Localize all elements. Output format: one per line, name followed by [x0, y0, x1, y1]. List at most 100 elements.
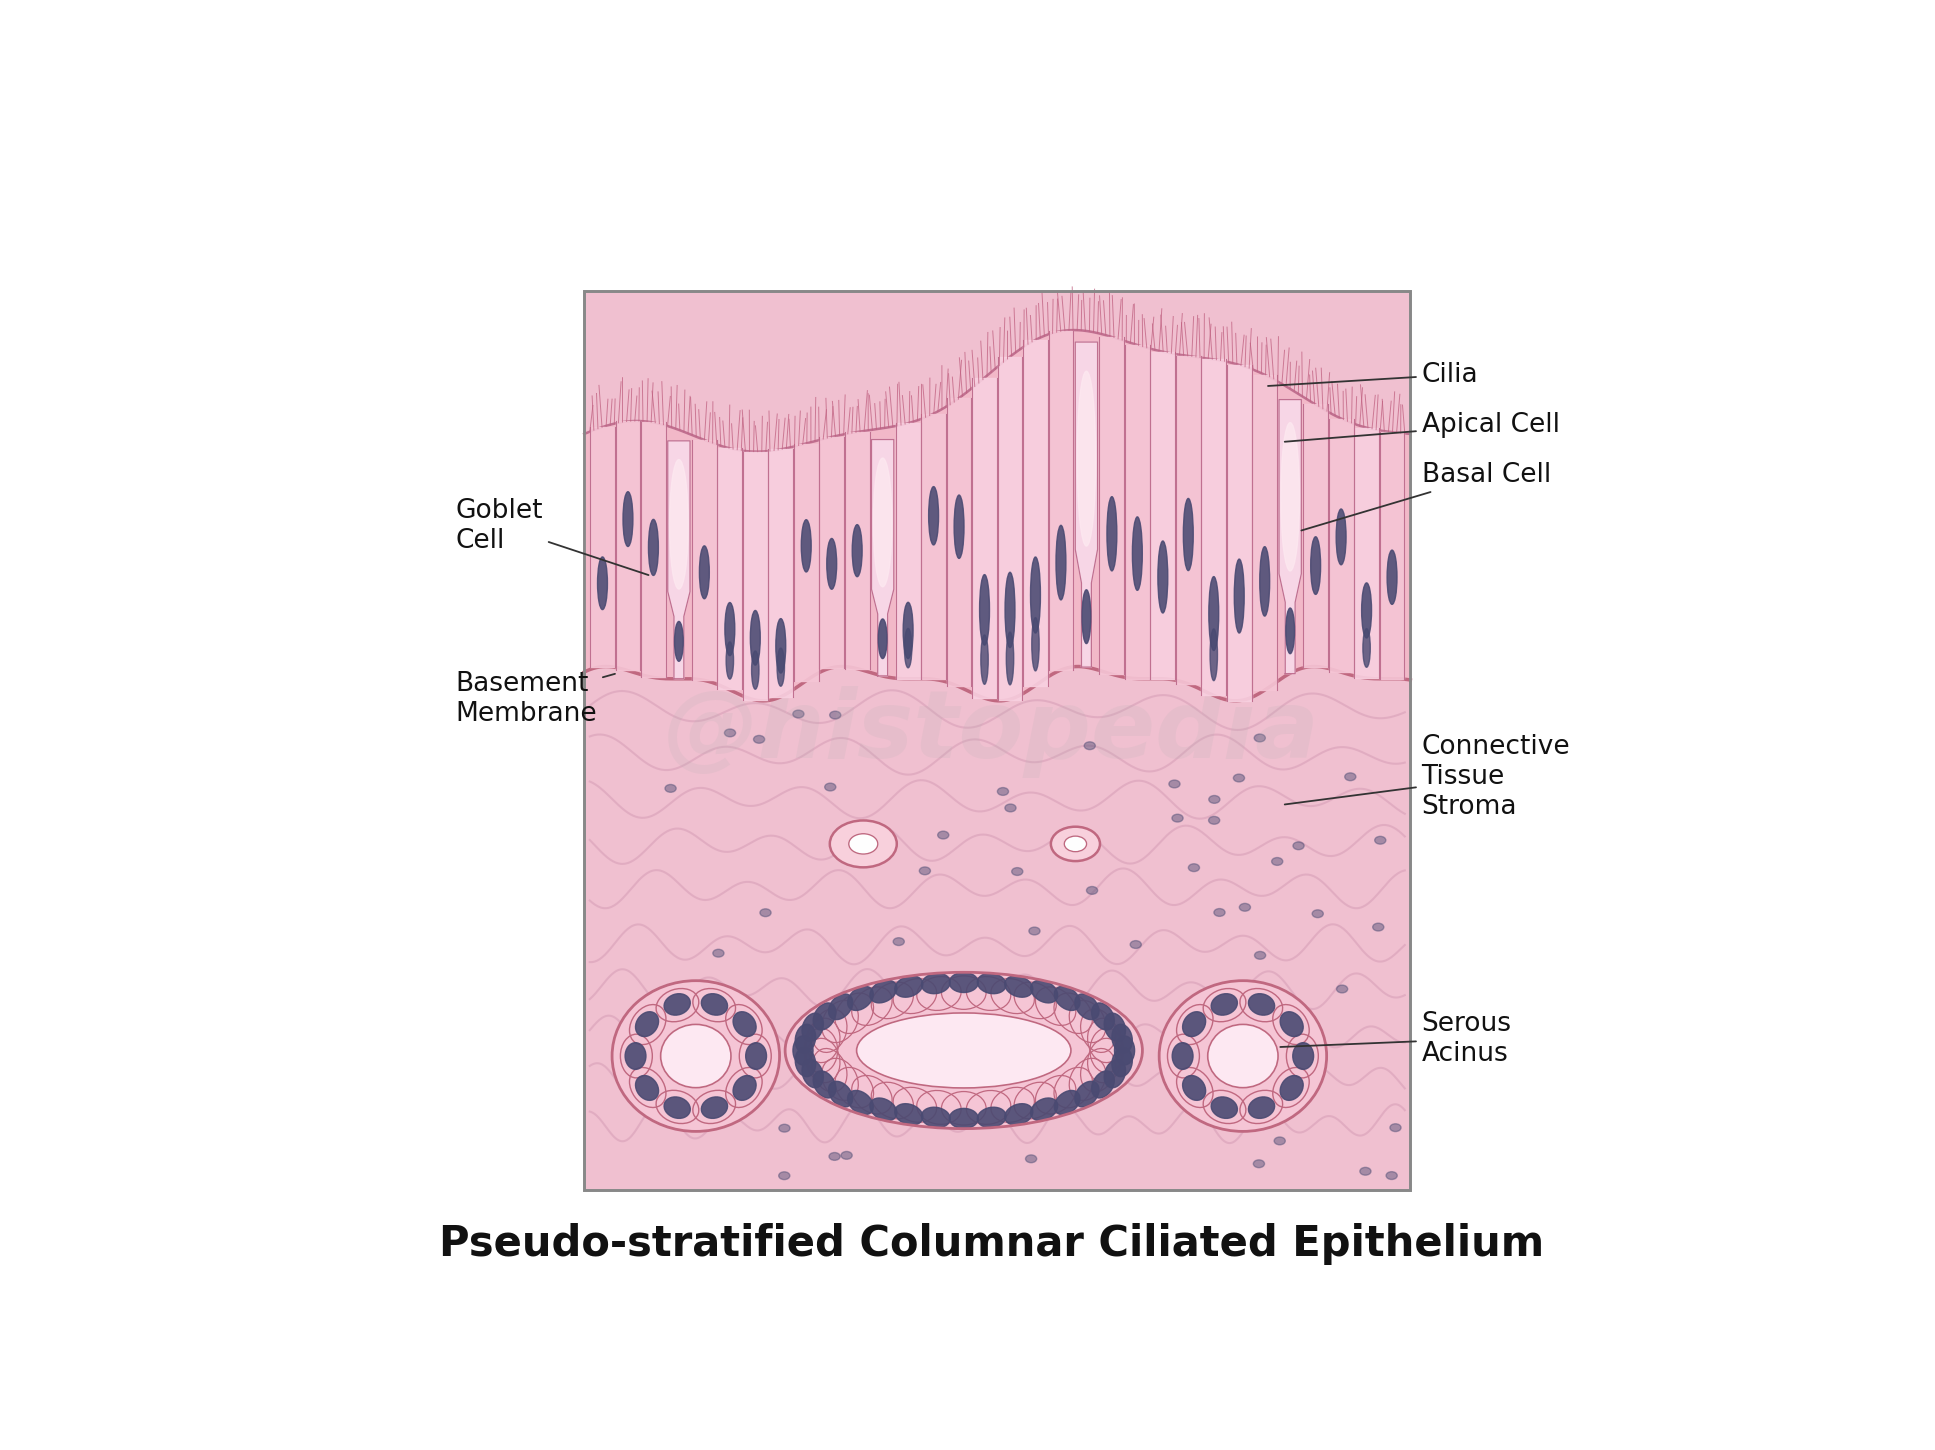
Ellipse shape [1281, 1012, 1302, 1037]
Ellipse shape [778, 648, 784, 686]
Ellipse shape [1031, 980, 1058, 1003]
Polygon shape [946, 399, 971, 686]
Ellipse shape [1064, 837, 1087, 851]
Ellipse shape [1260, 547, 1269, 616]
FancyBboxPatch shape [584, 291, 1411, 1190]
Polygon shape [846, 432, 869, 668]
Ellipse shape [625, 1043, 646, 1070]
Ellipse shape [1089, 1028, 1124, 1073]
Ellipse shape [1055, 1067, 1093, 1108]
Polygon shape [1227, 365, 1252, 700]
Ellipse shape [836, 1067, 873, 1108]
Ellipse shape [1130, 941, 1142, 948]
Ellipse shape [635, 1076, 658, 1101]
Ellipse shape [648, 519, 658, 576]
Polygon shape [896, 423, 921, 679]
Ellipse shape [693, 1090, 735, 1124]
Polygon shape [590, 428, 615, 667]
Ellipse shape [997, 787, 1008, 796]
Ellipse shape [966, 976, 1010, 1011]
Ellipse shape [1055, 1090, 1080, 1115]
Polygon shape [615, 422, 640, 670]
Ellipse shape [942, 1092, 987, 1125]
Ellipse shape [611, 980, 780, 1131]
Bar [584, 291, 1411, 1190]
Polygon shape [871, 439, 894, 676]
Polygon shape [1049, 331, 1074, 670]
Polygon shape [1151, 351, 1175, 679]
Ellipse shape [700, 993, 728, 1015]
Ellipse shape [813, 1048, 848, 1092]
Text: @histopedia: @histopedia [664, 686, 1320, 779]
Ellipse shape [1254, 734, 1265, 742]
Ellipse shape [1211, 993, 1236, 1015]
Ellipse shape [712, 950, 724, 957]
Polygon shape [1076, 342, 1097, 667]
Ellipse shape [851, 525, 863, 577]
Ellipse shape [1074, 1082, 1099, 1106]
Ellipse shape [828, 1153, 840, 1160]
Ellipse shape [726, 1067, 762, 1108]
Ellipse shape [977, 973, 1006, 993]
Ellipse shape [1281, 1076, 1302, 1101]
Ellipse shape [801, 519, 811, 571]
Ellipse shape [1105, 1060, 1126, 1088]
Ellipse shape [699, 545, 710, 599]
Ellipse shape [813, 1072, 836, 1098]
Ellipse shape [1293, 1043, 1314, 1070]
Ellipse shape [977, 1108, 1006, 1128]
Ellipse shape [1004, 805, 1016, 812]
Ellipse shape [813, 1009, 848, 1053]
Ellipse shape [675, 622, 683, 661]
Ellipse shape [664, 993, 691, 1015]
Ellipse shape [1337, 509, 1347, 566]
Ellipse shape [786, 973, 1142, 1128]
Ellipse shape [1012, 867, 1024, 876]
Ellipse shape [848, 1090, 873, 1115]
Ellipse shape [966, 1090, 1010, 1124]
Ellipse shape [793, 710, 805, 718]
Ellipse shape [873, 458, 892, 587]
Ellipse shape [778, 1172, 789, 1180]
Ellipse shape [1293, 842, 1304, 850]
Polygon shape [1024, 341, 1049, 686]
Ellipse shape [1235, 560, 1244, 634]
Polygon shape [584, 331, 1411, 700]
Ellipse shape [950, 973, 979, 992]
Ellipse shape [1254, 951, 1265, 960]
Ellipse shape [830, 821, 896, 867]
Ellipse shape [848, 986, 873, 1011]
Ellipse shape [991, 979, 1035, 1014]
Ellipse shape [1287, 608, 1295, 654]
Ellipse shape [1031, 1098, 1058, 1121]
Ellipse shape [894, 979, 937, 1014]
Ellipse shape [1360, 1167, 1372, 1174]
Ellipse shape [656, 1090, 699, 1124]
Ellipse shape [1004, 1103, 1033, 1125]
Ellipse shape [1004, 573, 1016, 648]
Ellipse shape [919, 867, 931, 874]
Ellipse shape [1273, 1005, 1310, 1044]
Polygon shape [819, 436, 844, 668]
Ellipse shape [1248, 993, 1275, 1015]
Ellipse shape [836, 993, 873, 1034]
Ellipse shape [801, 1060, 824, 1088]
Ellipse shape [795, 1024, 817, 1053]
Ellipse shape [824, 783, 836, 790]
Ellipse shape [1188, 864, 1200, 871]
Polygon shape [1252, 374, 1277, 690]
Ellipse shape [1084, 742, 1095, 750]
Text: Basal Cell: Basal Cell [1302, 463, 1550, 531]
Ellipse shape [991, 1088, 1035, 1122]
Ellipse shape [1035, 1076, 1076, 1114]
Ellipse shape [894, 938, 904, 945]
Polygon shape [921, 415, 946, 679]
Ellipse shape [894, 1088, 937, 1122]
Ellipse shape [1281, 422, 1300, 571]
Ellipse shape [1362, 629, 1370, 667]
Ellipse shape [1057, 525, 1066, 600]
Ellipse shape [629, 1067, 666, 1108]
Ellipse shape [1031, 557, 1041, 634]
Ellipse shape [745, 1043, 766, 1070]
Ellipse shape [1271, 857, 1283, 866]
